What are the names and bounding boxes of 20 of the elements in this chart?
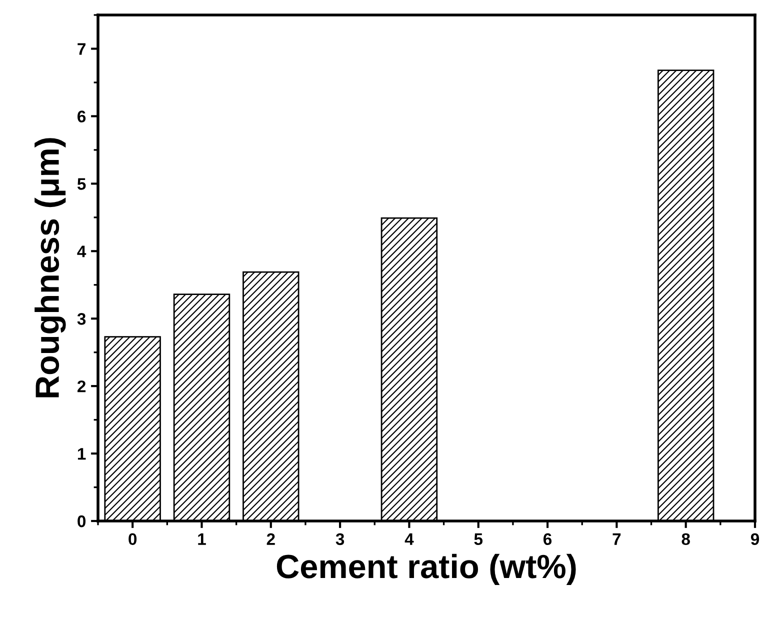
x-tick-label: 9 bbox=[750, 533, 760, 546]
x-tick-label: 0 bbox=[128, 533, 137, 546]
y-tick-label: 1 bbox=[78, 448, 86, 460]
x-tick-label: 6 bbox=[544, 533, 552, 546]
y-tick-label: 4 bbox=[77, 246, 86, 258]
y-axis-title: Roughness (μm) bbox=[34, 138, 66, 398]
y-tick-label: 7 bbox=[78, 43, 86, 55]
y-tick-label: 2 bbox=[78, 380, 86, 392]
x-tick-label: 3 bbox=[336, 533, 344, 546]
y-tick-label: 5 bbox=[77, 178, 86, 190]
x-axis-title: Cement ratio (wt%) bbox=[276, 554, 576, 585]
x-tick-label: 1 bbox=[198, 533, 206, 545]
y-tick-label: 0 bbox=[78, 515, 86, 528]
x-tick-label: 8 bbox=[682, 533, 690, 546]
y-tick-label: 6 bbox=[78, 110, 86, 122]
x-tick-label: 7 bbox=[612, 533, 621, 545]
y-tick-label: 3 bbox=[77, 313, 86, 325]
x-tick-label: 4 bbox=[404, 533, 414, 545]
x-tick-label: 2 bbox=[266, 533, 275, 545]
x-tick-label: 5 bbox=[474, 533, 483, 546]
